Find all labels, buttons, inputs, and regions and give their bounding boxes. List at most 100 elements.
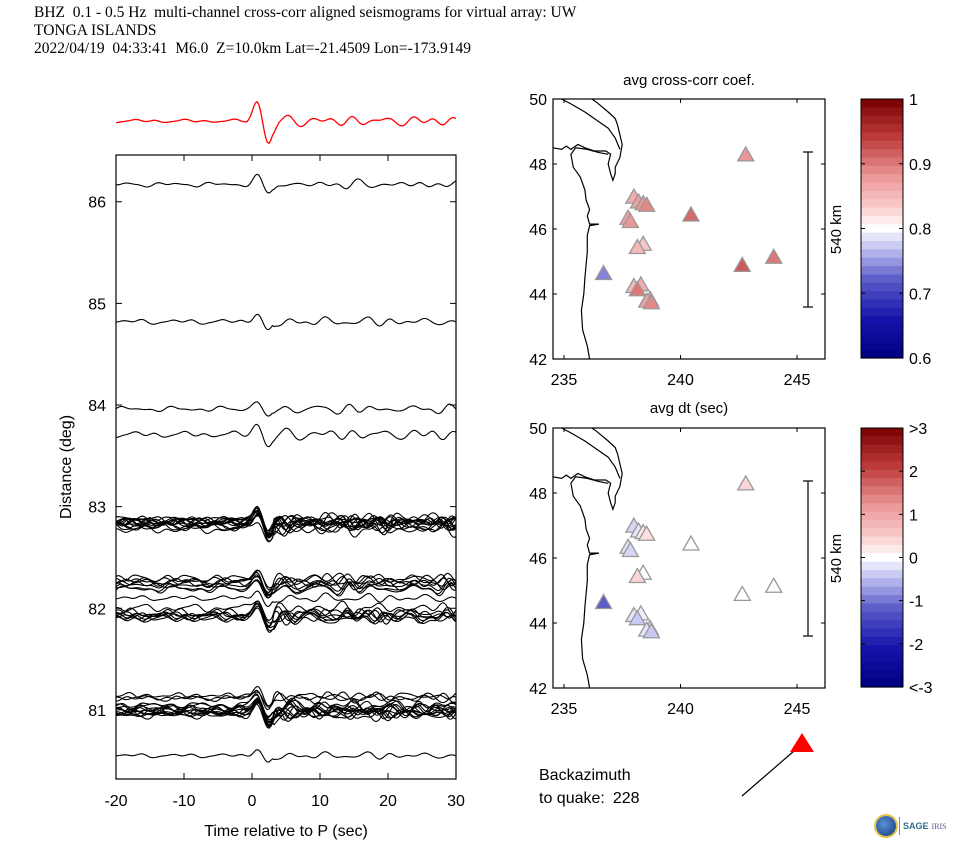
colorbar-segment bbox=[861, 249, 903, 259]
station-markers bbox=[594, 145, 783, 310]
seismogram-trace bbox=[115, 569, 457, 589]
x-tick-label: -20 bbox=[104, 793, 127, 810]
x-tick-label: 0 bbox=[248, 793, 257, 810]
backazimuth-arrow-icon bbox=[790, 733, 814, 752]
colorbar-segment bbox=[861, 653, 903, 663]
colorbar-segment bbox=[861, 124, 903, 134]
colorbar-segment bbox=[861, 503, 903, 513]
colorbar-segment bbox=[861, 661, 903, 671]
colorbar-segment bbox=[861, 478, 903, 488]
colorbar-tick-label: 1 bbox=[909, 92, 918, 109]
x-tick-label: 10 bbox=[311, 793, 329, 810]
colorbar-segment bbox=[861, 461, 903, 471]
logo-divider bbox=[899, 817, 900, 835]
colorbar-segment bbox=[861, 307, 903, 317]
x-tick-label: 240 bbox=[667, 372, 694, 389]
colorbar-segment bbox=[861, 603, 903, 613]
colorbar-segment bbox=[861, 157, 903, 167]
colorbar-segment bbox=[861, 670, 903, 680]
seismogram-trace bbox=[115, 423, 457, 448]
colorbar-segment bbox=[861, 224, 903, 234]
station-triangle bbox=[733, 256, 752, 273]
colorbar-segment bbox=[861, 341, 903, 351]
y-tick-label: 46 bbox=[529, 222, 547, 239]
colorbar-tick-label: 0.7 bbox=[909, 286, 931, 303]
colorbar-segment bbox=[861, 444, 903, 454]
colorbar-segment bbox=[861, 453, 903, 463]
colorbar-segment bbox=[861, 486, 903, 496]
seismogram-trace bbox=[115, 590, 457, 607]
colorbar-segment bbox=[861, 494, 903, 504]
colorbar-segment bbox=[861, 645, 903, 655]
colorbar-segment bbox=[861, 99, 903, 108]
scale-bar bbox=[803, 480, 813, 637]
colorbar-segment bbox=[861, 528, 903, 538]
event-region: TONGA ISLANDS bbox=[34, 22, 157, 39]
backazimuth-prefix: to quake: 228 bbox=[539, 790, 640, 807]
map-cross-corr-title: avg cross-corr coef. bbox=[623, 72, 755, 89]
colorbar-tick-label: >3 bbox=[909, 421, 927, 438]
colorbar-segment bbox=[861, 257, 903, 267]
y-tick-label: 44 bbox=[529, 287, 547, 304]
coastline-segment bbox=[552, 98, 623, 183]
colorbar-segment bbox=[861, 107, 903, 117]
colorbar-segment bbox=[861, 611, 903, 621]
y-tick-label: 86 bbox=[88, 195, 106, 212]
y-tick-label: 46 bbox=[529, 551, 547, 568]
scale-bar-label: 540 km bbox=[828, 205, 845, 254]
y-tick-label: 48 bbox=[529, 157, 547, 174]
seismogram-trace bbox=[115, 607, 457, 629]
event-details: 2022/04/19 04:33:41 M6.0 Z=10.0km Lat=-2… bbox=[34, 40, 471, 57]
colorbar-segment bbox=[861, 299, 903, 309]
station-markers bbox=[594, 474, 783, 639]
colorbar-segment bbox=[861, 561, 903, 571]
seismogram-trace bbox=[115, 510, 457, 532]
colorbar-cross-corr: 1 0.9 0.8 0.7 0.6 bbox=[860, 92, 931, 368]
station-triangle bbox=[628, 609, 647, 626]
seismogram-y-label: Distance (deg) bbox=[58, 415, 75, 519]
station-triangle bbox=[736, 145, 755, 162]
colorbar-segment bbox=[861, 149, 903, 159]
station-triangle bbox=[628, 280, 647, 297]
colorbar-segment bbox=[861, 436, 903, 446]
y-tick-label: 81 bbox=[88, 703, 106, 720]
seismogram-trace bbox=[115, 602, 457, 629]
logo-iris: IRIS bbox=[931, 821, 947, 831]
colorbar-tick-label: 0.6 bbox=[909, 351, 931, 368]
station-triangle bbox=[681, 534, 701, 551]
colorbar-segment bbox=[861, 199, 903, 209]
colorbar-segment bbox=[861, 536, 903, 546]
y-tick-label: 84 bbox=[88, 398, 106, 415]
station-triangle bbox=[681, 205, 701, 222]
colorbar-segment bbox=[861, 232, 903, 242]
seismogram-trace bbox=[115, 749, 457, 763]
seismogram-panel: -20 -10 0 10 20 30 81 82 83 84 85 86 Time relative… bbox=[58, 100, 465, 840]
coastline-segment bbox=[552, 427, 623, 512]
map-cross-corr-x-label: avg dt (sec) bbox=[650, 400, 728, 417]
coastline-segment bbox=[561, 98, 621, 150]
coastline-segment bbox=[561, 427, 621, 479]
colorbar-segment bbox=[861, 586, 903, 596]
seismogram-trace bbox=[116, 574, 457, 599]
backazimuth-value: 228 bbox=[613, 790, 640, 807]
y-tick-label: 85 bbox=[88, 296, 106, 313]
station-triangle bbox=[642, 293, 661, 310]
station-triangle bbox=[637, 524, 656, 541]
backazimuth-line bbox=[741, 750, 795, 797]
seismogram-trace bbox=[116, 691, 457, 708]
seismogram-trace bbox=[116, 576, 457, 596]
map-frame bbox=[552, 98, 826, 360]
seismogram-trace bbox=[115, 570, 457, 591]
station-triangle bbox=[764, 576, 783, 593]
backazimuth-indicator: Backazimuth to quake: 228 bbox=[539, 733, 814, 807]
backazimuth-label: Backazimuth bbox=[539, 767, 631, 784]
stacked-trace bbox=[115, 100, 457, 145]
seismogram-trace bbox=[115, 698, 457, 721]
colorbar-segment bbox=[861, 291, 903, 301]
seismogram-trace bbox=[115, 693, 457, 719]
colorbar-segment bbox=[861, 511, 903, 521]
colorbar-tick-label: 1 bbox=[909, 507, 918, 524]
seismogram-trace bbox=[115, 512, 457, 537]
colorbar-segment bbox=[861, 349, 903, 359]
station-triangle bbox=[621, 541, 640, 558]
